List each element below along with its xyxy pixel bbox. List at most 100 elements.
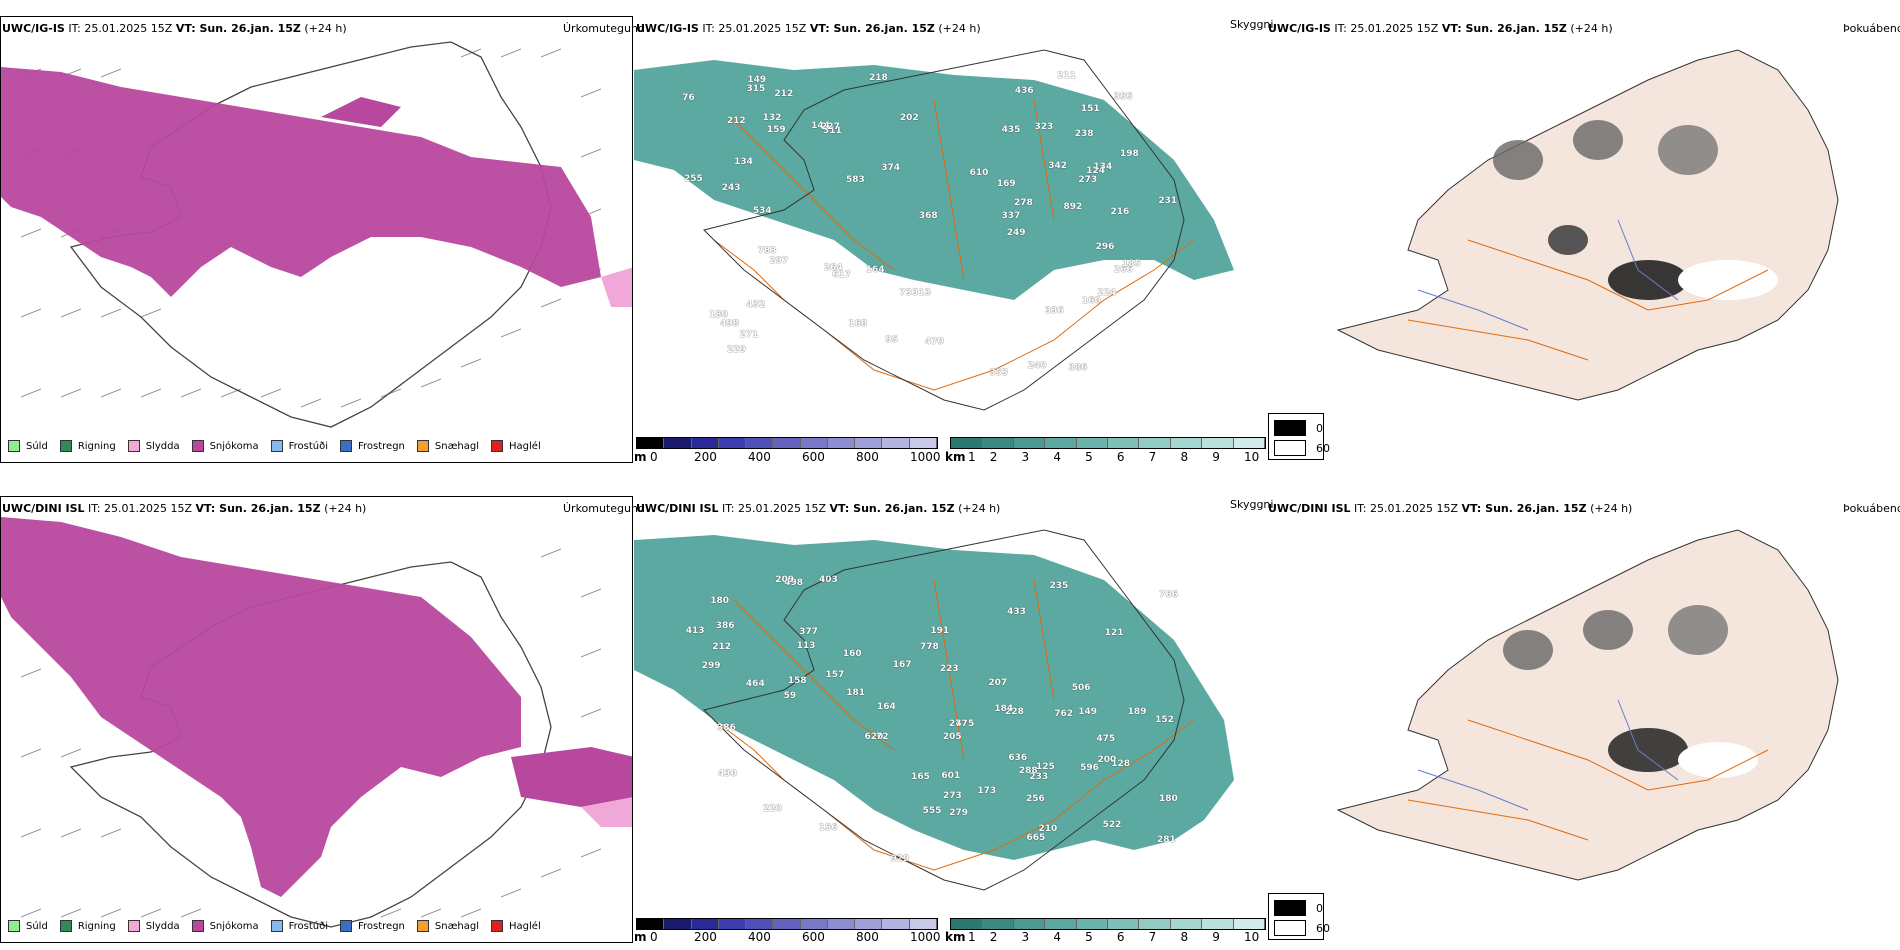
cloud-base-value: 191 bbox=[930, 626, 950, 637]
cloud-base-value: 435 bbox=[1001, 125, 1021, 136]
swatch bbox=[8, 440, 20, 452]
cloud-base-value: 636 bbox=[1008, 752, 1028, 763]
colorbar-tick-label: 5 bbox=[1085, 930, 1093, 944]
cloud-base-value: 180 bbox=[1159, 794, 1178, 805]
colorbar-tick-label: 2 bbox=[989, 930, 998, 944]
colorbar-segment bbox=[773, 438, 801, 448]
colorbar-segment bbox=[855, 919, 883, 929]
colorbar-segment bbox=[637, 919, 665, 929]
legend-item-haglel: Haglél bbox=[491, 920, 541, 932]
cloud-base-value: 149 bbox=[1078, 706, 1098, 717]
cloud-header-row1: UWC/IG-IS IT: 25.01.2025 15Z VT: Sun. 26… bbox=[636, 22, 981, 35]
fog-legend-item: 0 bbox=[1274, 420, 1323, 436]
colorbar-tick-label: 400 bbox=[748, 450, 771, 464]
colorbar-segment bbox=[800, 438, 828, 448]
cloud-base-unit-row1: m bbox=[634, 450, 647, 464]
colorbar-tick-label: 600 bbox=[802, 450, 825, 464]
cloud-base-value: 181 bbox=[846, 687, 866, 698]
cloud-base-value: 220 bbox=[762, 803, 782, 814]
legend-item-snaehagl: Snæhagl bbox=[416, 920, 479, 932]
cloud-base-value: 124 bbox=[1086, 166, 1106, 177]
colorbar-segment bbox=[982, 919, 1014, 929]
colorbar-segment bbox=[909, 438, 937, 448]
cloud-base-value: 144 bbox=[811, 120, 830, 131]
valid-time: VT: Sun. 26.jan. 15Z bbox=[829, 502, 955, 515]
cloud-base-value: 430 bbox=[718, 769, 737, 780]
legend-item-slydda: Slydda bbox=[127, 920, 180, 932]
valid-time: VT: Sun. 26.jan. 15Z bbox=[175, 22, 301, 35]
swatch bbox=[1274, 900, 1306, 916]
init-time: IT: 25.01.2025 15Z bbox=[1334, 22, 1439, 35]
colorbar-tick-label: 4 bbox=[1053, 930, 1061, 944]
swatch bbox=[491, 920, 504, 932]
cloud-title-row2: Skyggni bbox=[1230, 498, 1274, 511]
cloud-base-value: 470 bbox=[925, 336, 944, 347]
fog-header-row1: UWC/IG-IS IT: 25.01.2025 15Z VT: Sun. 26… bbox=[1268, 22, 1613, 35]
cloud-base-value: 128 bbox=[1111, 758, 1130, 769]
fog-title-row2: Þokuábendi bbox=[1843, 502, 1900, 515]
cloud-base-value: 315 bbox=[746, 84, 766, 95]
cloud-base-value: 601 bbox=[941, 770, 961, 781]
colorbar-segment bbox=[746, 438, 774, 448]
cloud-base-value: 374 bbox=[881, 162, 901, 173]
valid-time: VT: Sun. 26.jan. 15Z bbox=[195, 502, 321, 515]
colorbar-tick-label: 1000 bbox=[910, 930, 941, 944]
visibility-colorbar-row2 bbox=[950, 918, 1266, 930]
precip-title-row2: Úrkomutegund bbox=[563, 502, 645, 515]
cloud-base-value: 121 bbox=[1104, 627, 1124, 638]
colorbar-segment bbox=[718, 919, 747, 929]
cloud-base-value: 386 bbox=[715, 620, 735, 631]
colorbar-segment bbox=[1170, 438, 1203, 448]
swatch bbox=[1274, 440, 1306, 456]
colorbar-segment bbox=[951, 438, 983, 448]
cloud-map-row2 bbox=[634, 520, 1270, 915]
colorbar-segment bbox=[1233, 438, 1266, 448]
legend-item-snjokoma: Snjókoma bbox=[191, 920, 259, 932]
colorbar-tick-label: 1 bbox=[968, 450, 976, 464]
colorbar-segment bbox=[882, 438, 910, 448]
swatch bbox=[416, 440, 429, 452]
cloud-base-value: 210 bbox=[1038, 824, 1058, 835]
cloud-base-value: 386 bbox=[717, 723, 736, 734]
colorbar-segment bbox=[882, 919, 910, 929]
colorbar-segment bbox=[1139, 438, 1171, 448]
swatch bbox=[1274, 920, 1306, 936]
cloud-base-value: 189 bbox=[1127, 706, 1147, 717]
colorbar-tick-label: 1 bbox=[968, 930, 976, 944]
legend-item-sold: Súld bbox=[8, 440, 48, 452]
valid-time: VT: Sun. 26.jan. 15Z bbox=[1461, 502, 1587, 515]
cloud-base-value: 216 bbox=[1110, 207, 1130, 218]
colorbar-segment bbox=[1076, 919, 1109, 929]
cloud-base-unit-row2: m bbox=[634, 930, 647, 944]
lead-time: (+24 h) bbox=[304, 22, 347, 35]
cloud-base-value: 929 bbox=[890, 854, 910, 865]
legend-item-snaehagl: Snæhagl bbox=[416, 440, 479, 452]
cloud-base-value: 227 bbox=[821, 121, 840, 132]
legend-item-rigning: Rigning bbox=[59, 440, 116, 452]
cloud-base-value: 266 bbox=[1113, 265, 1133, 276]
cloud-base-value: 164 bbox=[865, 265, 885, 276]
colorbar-tick-label: 200 bbox=[694, 930, 717, 944]
valid-time: VT: Sun. 26.jan. 15Z bbox=[1441, 22, 1567, 35]
swatch bbox=[191, 920, 204, 932]
colorbar-segment bbox=[909, 919, 937, 929]
cloud-base-value: 229 bbox=[726, 344, 746, 355]
colorbar-segment bbox=[718, 438, 747, 448]
colorbar-segment bbox=[827, 919, 856, 929]
cloud-base-value: 522 bbox=[1102, 819, 1122, 830]
cloud-base-value: 342 bbox=[1048, 160, 1067, 171]
cloud-base-value: 273 bbox=[1078, 175, 1098, 186]
cloud-base-value: 368 bbox=[918, 211, 938, 222]
cloud-base-value: 180 bbox=[710, 596, 730, 607]
legend-item-frostregn: Frostregn bbox=[340, 440, 405, 452]
legend-item-frostudi: Frostúði bbox=[270, 440, 328, 452]
cloud-base-value: 336 bbox=[1044, 305, 1064, 316]
cloud-base-value: 475 bbox=[955, 719, 975, 730]
cloud-base-value: 207 bbox=[988, 677, 1008, 688]
cloud-base-value: 299 bbox=[701, 661, 721, 672]
model-label: UWC/IG-IS bbox=[636, 22, 699, 35]
cloud-base-value: 313 bbox=[912, 288, 932, 298]
cloud-base-value: 432 bbox=[746, 300, 766, 311]
cloud-base-value: 113 bbox=[796, 640, 816, 651]
precip-map-row1 bbox=[0, 16, 633, 463]
